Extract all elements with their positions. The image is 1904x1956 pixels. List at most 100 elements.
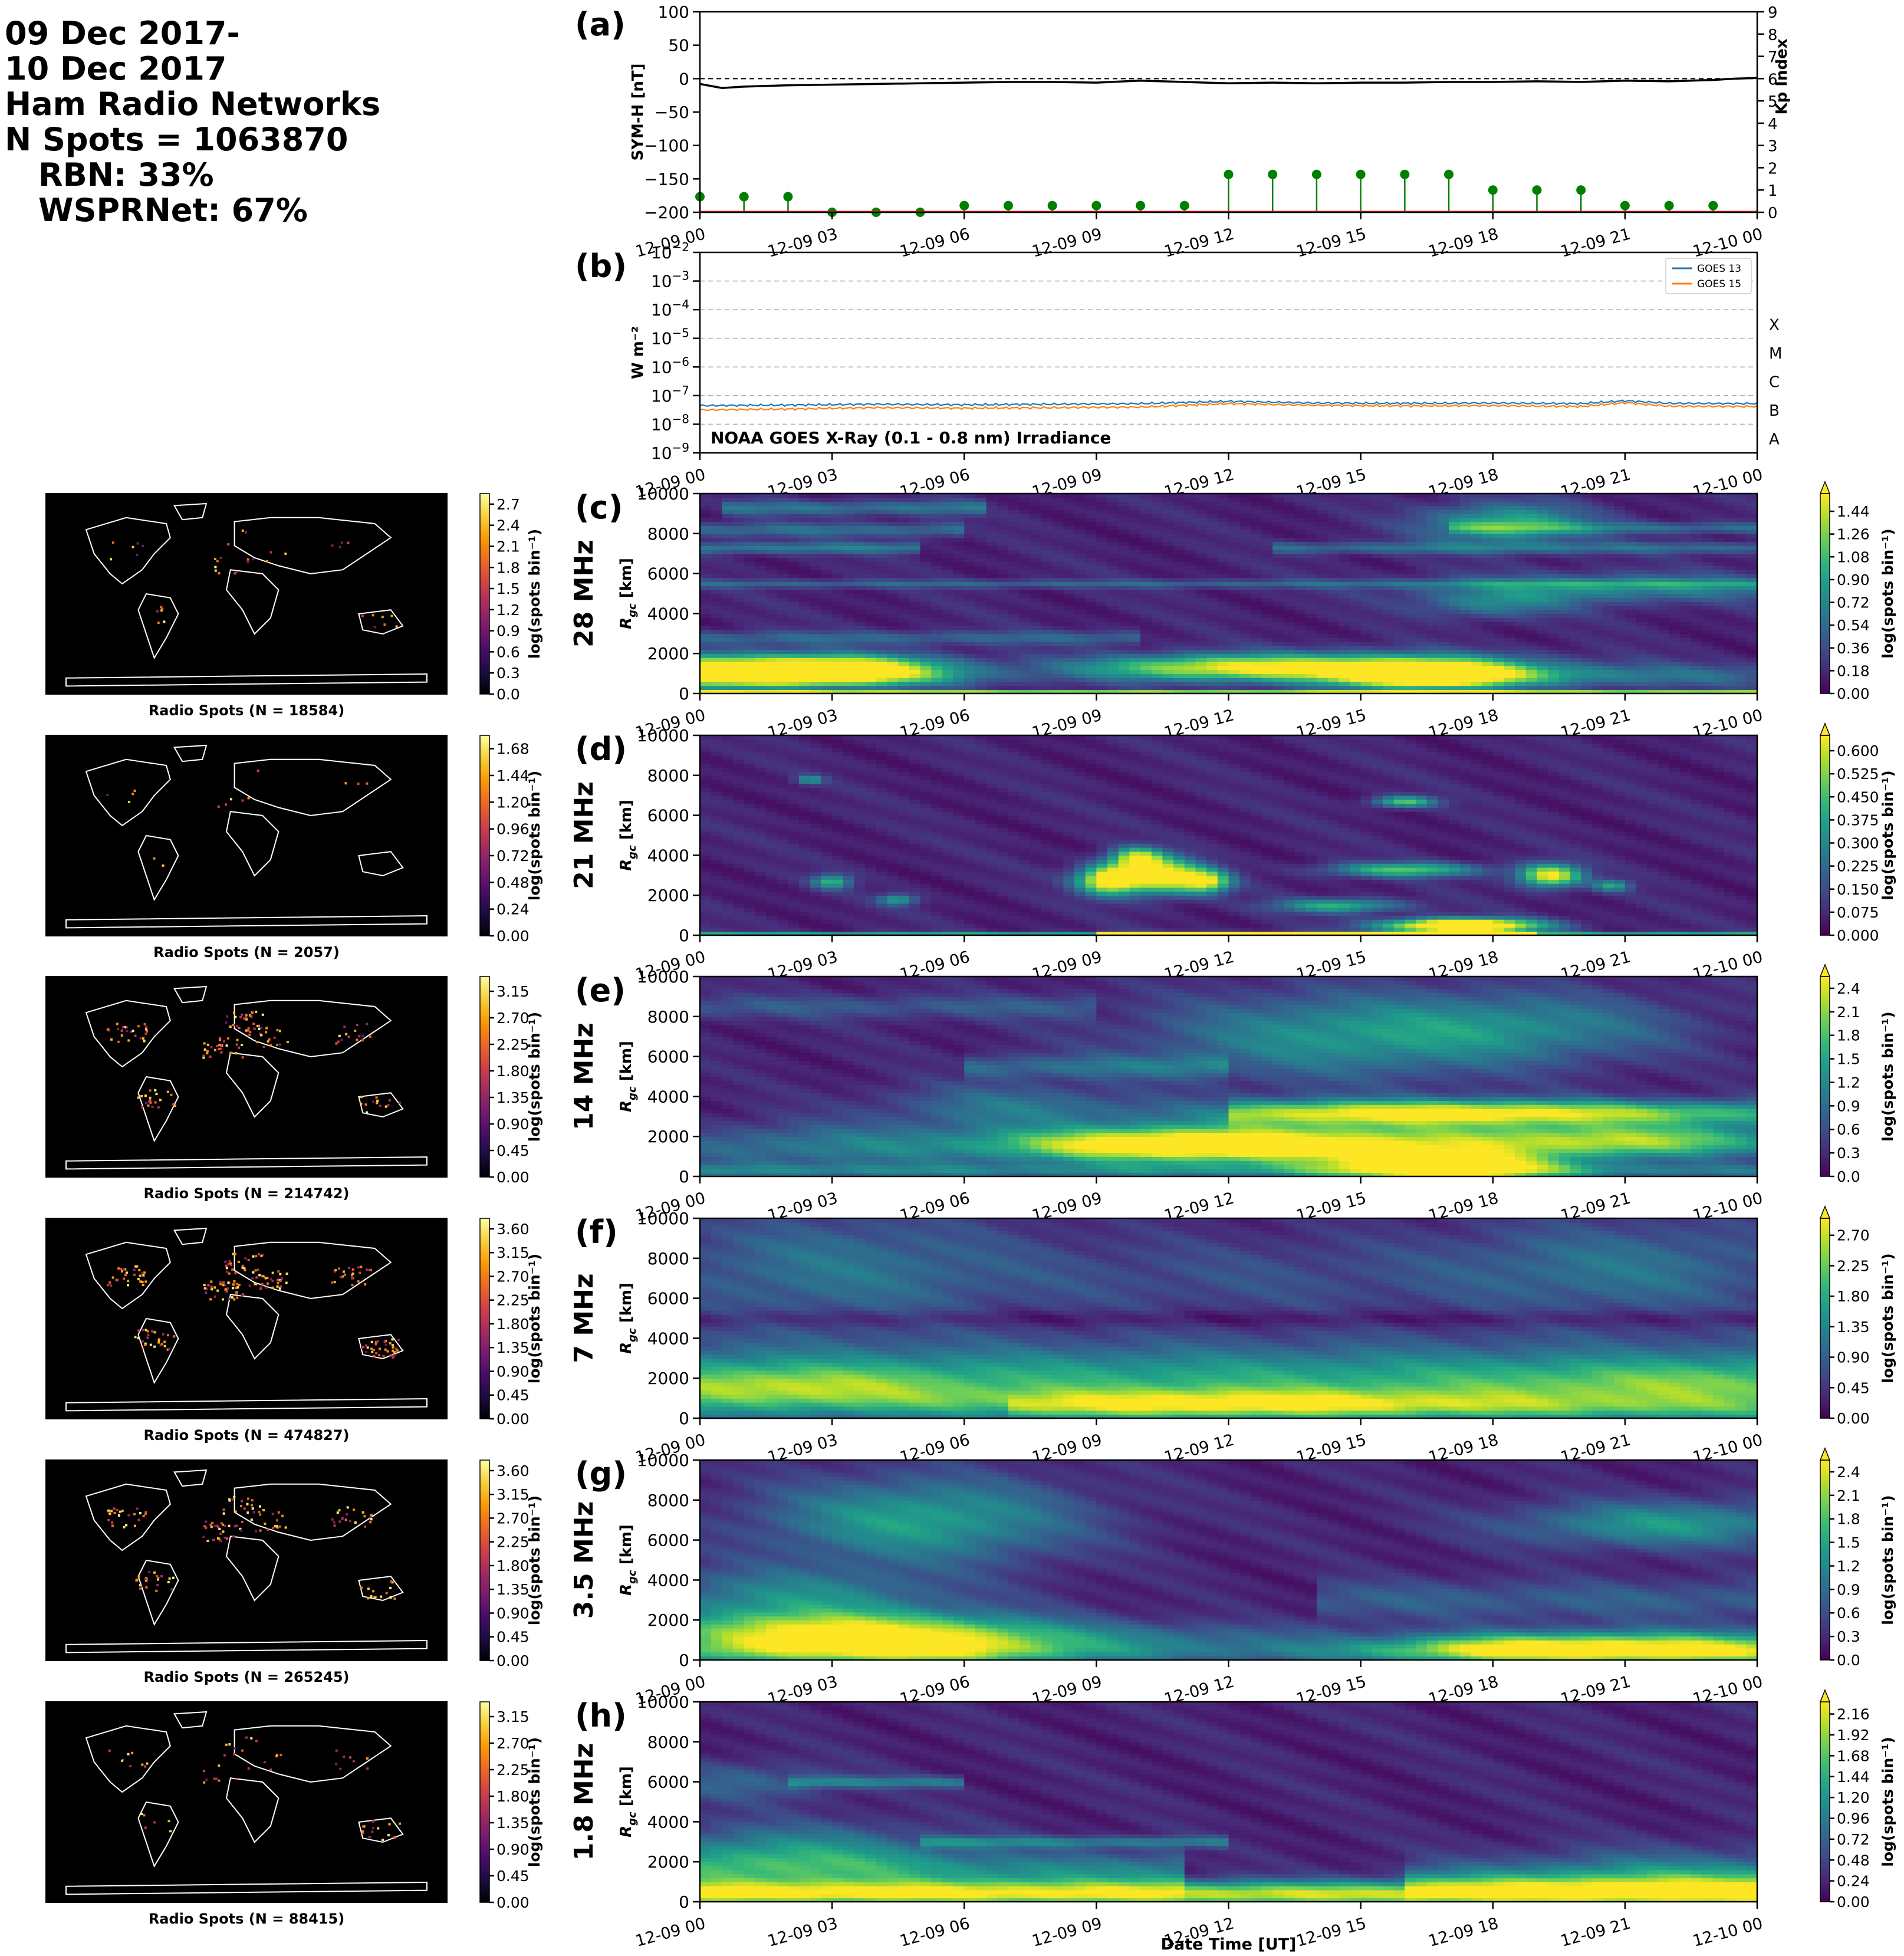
heatmap-cell: [1427, 669, 1438, 674]
y-tick-label: 10−7: [651, 383, 689, 406]
heatmap-cell: [1140, 557, 1152, 562]
heatmap-cell: [1361, 518, 1372, 522]
heatmap-cell: [733, 630, 744, 635]
heatmap-cell: [1317, 649, 1328, 654]
heatmap-cell: [1119, 613, 1130, 618]
heatmap-cell: [1162, 561, 1173, 566]
heatmap-cell: [744, 514, 755, 518]
heatmap-cell: [1284, 658, 1295, 662]
kp-point: [1312, 170, 1321, 179]
heatmap-cell: [986, 538, 998, 543]
heatmap-cell: [1218, 678, 1229, 682]
heatmap-cell: [931, 626, 942, 630]
heatmap-cell: [1030, 597, 1041, 602]
heatmap-cell: [1262, 646, 1273, 650]
heatmap-cell: [766, 646, 777, 650]
heatmap-cell: [1074, 673, 1086, 678]
kp-point: [1532, 185, 1541, 195]
heatmap-cell: [810, 613, 821, 618]
heatmap-cell: [1295, 502, 1306, 507]
heatmap-cell: [1008, 658, 1020, 662]
heatmap-cell: [1383, 642, 1394, 646]
heatmap-cell: [865, 557, 876, 562]
heatmap-cell: [810, 505, 821, 510]
heatmap-cell: [832, 653, 843, 658]
heatmap-cell: [799, 518, 810, 522]
heatmap-cell: [997, 649, 1008, 654]
heatmap-cell: [1229, 561, 1240, 566]
heatmap-cell: [1162, 534, 1173, 538]
heatmap-cell: [865, 545, 876, 550]
heatmap-cell: [920, 633, 932, 638]
heatmap-cell: [1284, 557, 1295, 562]
heatmap-cell: [975, 666, 986, 670]
heatmap-cell: [1063, 669, 1074, 674]
heatmap-cell: [1195, 642, 1206, 646]
heatmap-cell: [1129, 685, 1140, 690]
heatmap-cell: [1053, 613, 1064, 618]
heatmap-cell: [1405, 525, 1416, 530]
heatmap-cell: [1229, 502, 1240, 507]
heatmap-cell: [1107, 613, 1119, 618]
heatmap-cell: [843, 505, 854, 510]
heatmap-cell: [920, 682, 932, 686]
heatmap-cell: [1328, 642, 1339, 646]
ylabel-a: SYM-H [nT]: [629, 63, 647, 160]
heatmap-cell: [1317, 577, 1328, 582]
heatmap-cell: [1218, 561, 1229, 566]
heatmap-cell: [711, 538, 722, 543]
heatmap-cell: [1173, 662, 1185, 666]
heatmap-cell: [1173, 678, 1185, 682]
heatmap-cell: [854, 514, 865, 518]
heatmap-cell: [975, 594, 986, 599]
heatmap-cell: [711, 646, 722, 650]
heatmap-cell: [1272, 554, 1284, 558]
heatmap-cell: [1427, 586, 1438, 590]
heatmap-cell: [1427, 554, 1438, 558]
heatmap-cell: [810, 574, 821, 578]
heatmap-cell: [1405, 518, 1416, 522]
heatmap-cell: [975, 538, 986, 543]
heatmap-cell: [1140, 554, 1152, 558]
heatmap-cell: [865, 597, 876, 602]
heatmap-cell: [1053, 653, 1064, 658]
heatmap-cell: [1305, 594, 1317, 599]
heatmap-cell: [1195, 514, 1206, 518]
heatmap-cell: [766, 525, 777, 530]
heatmap-cell: [832, 669, 843, 674]
heatmap-cell: [1295, 685, 1306, 690]
heatmap-cell: [876, 541, 887, 546]
heatmap-cell: [1020, 570, 1031, 574]
heatmap-cell: [997, 550, 1008, 554]
heatmap-cell: [788, 586, 799, 590]
heatmap-cell: [1383, 554, 1394, 558]
heatmap-cell: [1162, 658, 1173, 662]
heatmap-cell: [876, 613, 887, 618]
heatmap-cell: [799, 514, 810, 518]
heatmap-cell: [1284, 586, 1295, 590]
heatmap-cell: [1272, 646, 1284, 650]
heatmap-cell: [1239, 541, 1251, 546]
heatmap-cell: [755, 586, 766, 590]
heatmap-cell: [1218, 509, 1229, 514]
heatmap-cell: [777, 617, 788, 622]
heatmap-cell: [1173, 597, 1185, 602]
heatmap-cell: [1185, 581, 1196, 586]
heatmap-cell: [909, 633, 920, 638]
heatmap-cell: [1140, 617, 1152, 622]
heatmap-cell: [1416, 521, 1427, 526]
heatmap-cell: [1086, 525, 1097, 530]
heatmap-cell: [1074, 669, 1086, 674]
heatmap-cell: [1262, 617, 1273, 622]
heatmap-cell: [1152, 601, 1163, 606]
heatmap-cell: [931, 669, 942, 674]
heatmap-cell: [1295, 554, 1306, 558]
heatmap-cell: [1328, 518, 1339, 522]
heatmap-cell: [1383, 561, 1394, 566]
heatmap-cell: [1394, 518, 1405, 522]
heatmap-cell: [1008, 545, 1020, 550]
heatmap-cell: [1239, 642, 1251, 646]
heatmap-cell: [832, 574, 843, 578]
heatmap-cell: [997, 617, 1008, 622]
heatmap-cell: [854, 669, 865, 674]
